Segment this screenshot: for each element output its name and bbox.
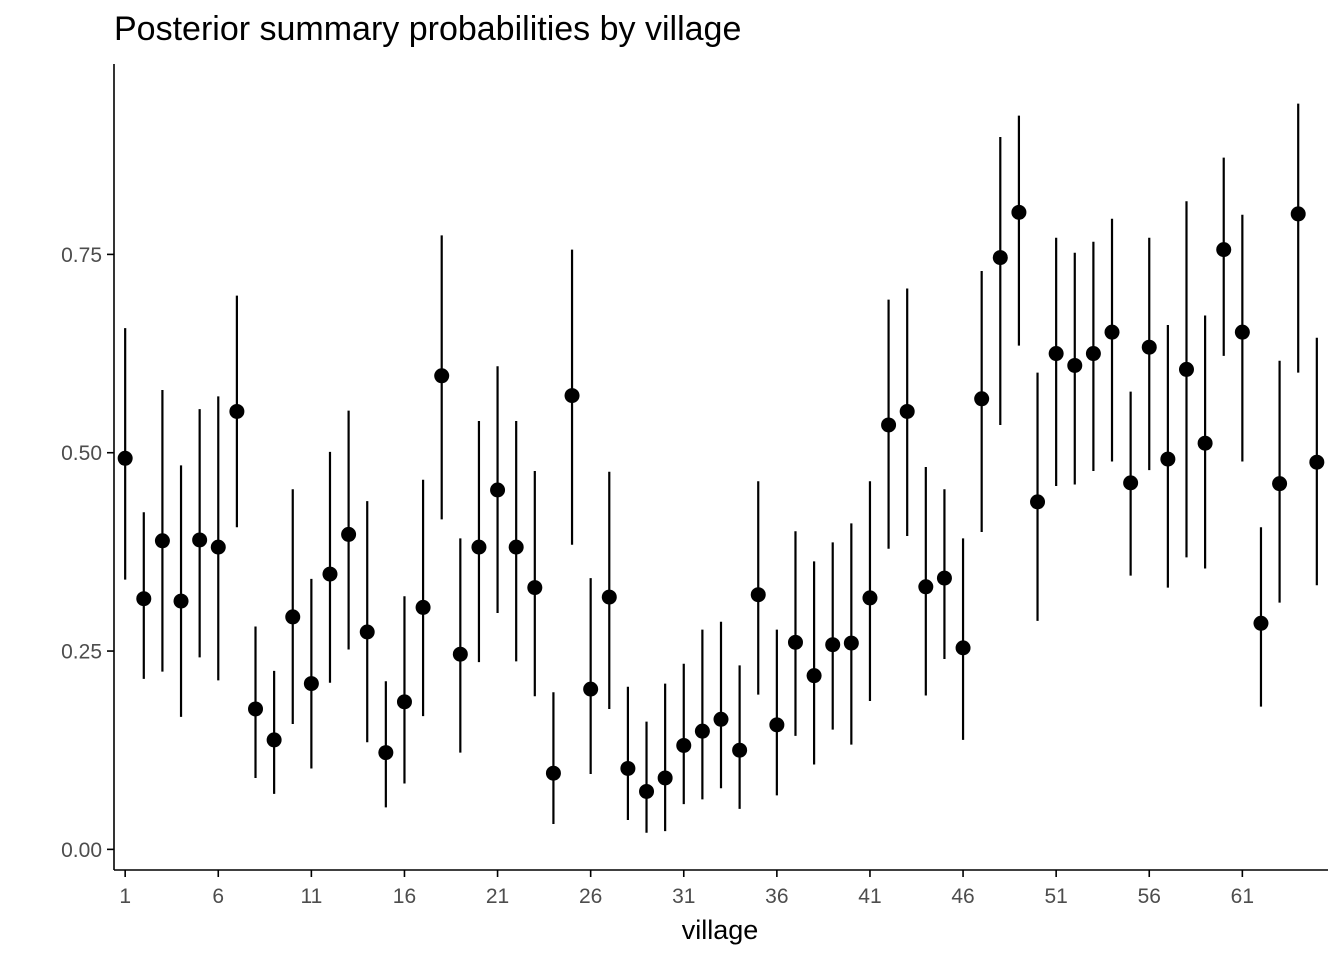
estimate-point	[1234, 324, 1250, 340]
estimate-point	[285, 609, 301, 625]
estimate-point	[248, 701, 264, 717]
estimate-point	[303, 676, 319, 692]
estimate-point	[396, 694, 412, 710]
estimate-point	[1309, 454, 1325, 470]
x-tick-label: 26	[579, 885, 602, 908]
estimate-point	[1048, 346, 1064, 362]
x-tick-label: 6	[212, 885, 224, 908]
estimate-point	[359, 624, 375, 640]
estimate-point	[1160, 451, 1176, 467]
estimate-point	[583, 681, 599, 697]
estimate-point	[1272, 476, 1288, 492]
estimate-point	[713, 711, 729, 727]
estimate-point	[192, 532, 208, 548]
estimate-point	[378, 745, 394, 761]
estimate-point	[341, 526, 357, 542]
estimate-point	[992, 250, 1008, 266]
estimate-points	[117, 204, 1325, 799]
estimate-point	[620, 760, 636, 776]
estimate-point	[1290, 206, 1306, 222]
estimate-point	[1030, 494, 1046, 510]
estimate-point	[601, 589, 617, 605]
estimate-point	[1067, 357, 1083, 373]
estimate-point	[564, 388, 580, 404]
x-tick-label: 46	[951, 885, 974, 908]
x-tick-label: 11	[300, 885, 322, 908]
estimate-point	[508, 539, 524, 555]
x-axis: 1 6 11 16 21 26 31 36 41 46 51 56 61	[114, 869, 1328, 908]
estimate-point	[266, 732, 282, 748]
x-tick-label: 21	[486, 885, 509, 908]
x-tick-label: 1	[119, 885, 131, 908]
y-tick-label: 0.75	[61, 244, 102, 267]
estimate-point	[210, 539, 226, 555]
estimate-point	[1141, 339, 1157, 355]
estimate-point	[434, 368, 450, 384]
estimate-point	[545, 765, 561, 781]
estimate-point	[694, 723, 710, 739]
estimate-point	[936, 570, 952, 586]
estimate-point	[452, 646, 468, 662]
estimate-point	[676, 737, 692, 753]
estimate-point	[117, 450, 133, 466]
estimate-point	[490, 482, 506, 498]
estimate-point	[750, 587, 766, 603]
estimate-point	[881, 417, 897, 433]
x-axis-title: village	[682, 915, 759, 945]
estimate-point	[825, 637, 841, 653]
estimate-point	[639, 783, 655, 799]
x-tick-label: 51	[1044, 885, 1067, 908]
x-tick-label: 36	[765, 885, 788, 908]
estimate-point	[974, 391, 990, 407]
estimate-point	[1123, 475, 1139, 491]
estimate-point	[862, 590, 878, 606]
estimate-point	[1253, 615, 1269, 631]
estimate-point	[787, 634, 803, 650]
estimate-point	[899, 403, 915, 419]
x-tick-label: 61	[1231, 885, 1254, 908]
y-tick-label: 0.00	[61, 839, 102, 862]
x-tick-label: 16	[393, 885, 416, 908]
estimate-point	[471, 539, 487, 555]
estimate-point	[955, 640, 971, 656]
estimate-point	[769, 717, 785, 733]
x-tick-label: 56	[1138, 885, 1161, 908]
estimate-point	[229, 403, 245, 419]
estimate-point	[732, 742, 748, 758]
estimate-point	[136, 591, 152, 607]
estimate-point	[527, 580, 543, 596]
y-tick-label: 0.50	[61, 442, 102, 465]
estimate-point	[1011, 204, 1027, 220]
y-axis: 0.00 0.25 0.50 0.75	[61, 64, 115, 870]
estimate-point	[1216, 242, 1232, 258]
estimate-point	[1197, 435, 1213, 451]
y-tick-label: 0.25	[61, 641, 102, 664]
estimate-point	[1104, 324, 1120, 340]
estimate-point	[918, 579, 934, 595]
chart-title: Posterior summary probabilities by villa…	[114, 10, 742, 48]
x-tick-label: 41	[858, 885, 881, 908]
estimate-point	[154, 533, 170, 549]
estimate-point	[1085, 346, 1101, 362]
estimate-point	[322, 566, 338, 582]
estimate-point	[657, 770, 673, 786]
estimate-point	[173, 593, 189, 609]
estimate-point	[843, 635, 859, 651]
estimate-point	[806, 668, 822, 684]
estimate-point	[1178, 361, 1194, 377]
x-tick-label: 31	[672, 885, 695, 908]
estimate-point	[415, 599, 431, 615]
